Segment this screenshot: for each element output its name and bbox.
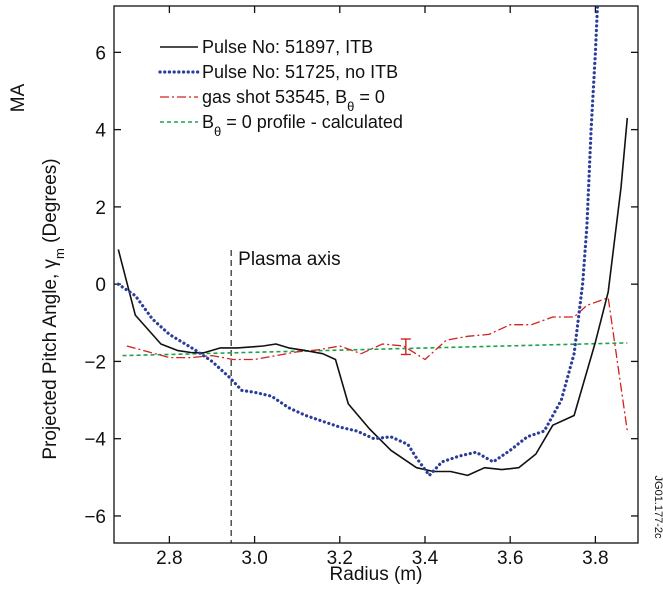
legend-label-part: Pulse No: 51897, ITB <box>202 37 373 57</box>
plot-area: 2.8 3.0 3.2 3.4 3.6 3.8 −6 −4 −2 0 2 4 6 Plasma axis <box>84 5 639 569</box>
x-tick-label: 3.6 <box>497 548 523 569</box>
y-tick-label: 2 <box>95 198 106 219</box>
series-line-calculated <box>122 342 628 357</box>
legend-label-calculated: Bθ = 0 profile - calculated <box>202 112 403 139</box>
x-tick-label: 3.0 <box>241 548 267 569</box>
x-tick-label: 3.4 <box>412 548 439 569</box>
y-tick-label: 0 <box>95 275 106 296</box>
figure-id: JG01.177-2c <box>652 476 663 539</box>
legend-label-subscript: θ <box>347 99 354 114</box>
legend-label-itb: Pulse No: 51897, ITB <box>202 37 373 57</box>
corner-label: MA <box>8 83 29 112</box>
x-tick-label: 3.8 <box>582 548 608 569</box>
legend-label-no_itb: Pulse No: 51725, no ITB <box>202 62 398 82</box>
y-axis-title-subscript: m <box>52 248 67 259</box>
y-tick-label: 6 <box>95 43 106 64</box>
series-line-gas_shot <box>126 297 628 432</box>
x-tick-label: 3.2 <box>327 548 353 569</box>
y-axis-title-part: Projected Pitch Angle, γ <box>40 258 61 459</box>
y-tick-label: −4 <box>84 430 106 451</box>
legend-label-part: gas shot 53545, B <box>202 87 347 107</box>
x-tick-label: 2.8 <box>156 548 182 569</box>
legend-label-part: B <box>202 112 214 132</box>
legend-label-part: = 0 <box>354 87 385 107</box>
y-tick-label: −2 <box>84 352 106 373</box>
plot-frame <box>113 5 639 544</box>
x-axis-title: Radius (m) <box>330 564 423 585</box>
y-tick-label: −6 <box>84 507 106 528</box>
y-axis-title: Projected Pitch Angle, γm (Degrees) <box>40 158 67 459</box>
series-line-itb <box>117 117 629 477</box>
y-tick-label: 4 <box>95 121 106 142</box>
legend-label-subscript: θ <box>214 124 221 139</box>
legend-label-part: = 0 profile - calculated <box>221 112 403 132</box>
legend: Pulse No: 51897, ITB Pulse No: 51725, no … <box>158 37 403 139</box>
y-axis-title-part: (Degrees) <box>40 158 61 248</box>
series-line-no_itb <box>116 6 600 477</box>
legend-label-part: Pulse No: 51725, no ITB <box>202 62 398 82</box>
legend-label-gas_shot: gas shot 53545, Bθ = 0 <box>202 87 385 114</box>
plasma-axis-label: Plasma axis <box>238 249 340 270</box>
